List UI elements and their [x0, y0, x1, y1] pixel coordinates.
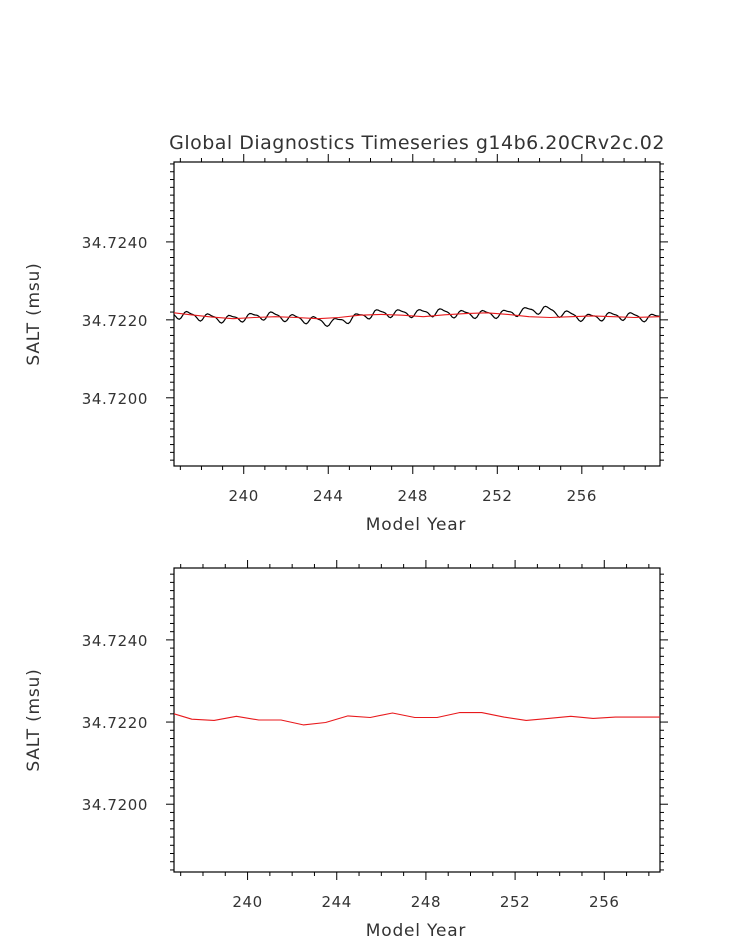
x-tick-label: 248 — [411, 893, 441, 911]
y-axis-label: SALT (msu) — [24, 668, 44, 771]
x-axis-label: Model Year — [366, 515, 466, 535]
monthly-series-line — [173, 305, 661, 327]
y-tick-label: 34.7200 — [82, 796, 148, 814]
x-tick-label: 256 — [589, 893, 619, 911]
x-tick-label: 256 — [567, 487, 597, 505]
annual-mean-series-line — [173, 312, 661, 320]
y-axis-label: SALT (msu) — [24, 262, 44, 365]
timeseries-panel-bottom: 34.7200 34.7220 34.7240 240 244 248 252 256 Mode… — [24, 560, 668, 941]
x-axis-label: Model Year — [366, 921, 466, 941]
x-tick-label: 244 — [313, 487, 343, 505]
y-tick-label: 34.7240 — [82, 632, 148, 650]
y-tick-label: 34.7240 — [82, 234, 148, 252]
x-tick-label: 244 — [322, 893, 352, 911]
x-tick-label: 240 — [232, 893, 262, 911]
x-tick-label: 240 — [229, 487, 259, 505]
x-tick-label: 252 — [482, 487, 512, 505]
plot-frame — [173, 567, 661, 873]
timeseries-panel-top: 34.7200 34.7220 34.7240 240 244 248 252 256 Mode… — [24, 154, 668, 535]
figure-title: Global Diagnostics Timeseries g14b6.20CR… — [169, 132, 665, 154]
x-tick-label: 248 — [398, 487, 428, 505]
y-tick-label: 34.7200 — [82, 390, 148, 408]
annual-mean-series-line — [173, 712, 660, 726]
plot-frame — [173, 161, 661, 467]
y-tick-label: 34.7220 — [82, 714, 148, 732]
y-tick-label: 34.7220 — [82, 312, 148, 330]
x-tick-label: 252 — [500, 893, 530, 911]
